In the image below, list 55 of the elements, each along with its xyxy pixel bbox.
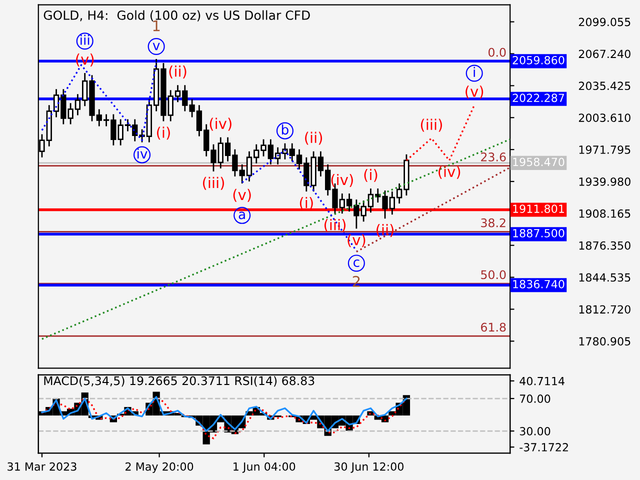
annotation: (ii): [305, 132, 322, 145]
x-tick-label: 30 Jun 12:00: [334, 462, 404, 473]
line-series: [41, 396, 408, 432]
annotation: v: [152, 42, 160, 50]
y-tick-label: 2099.055: [578, 18, 630, 26]
annotation: (v): [233, 188, 251, 202]
annotation: iv: [138, 148, 148, 158]
annotation: (v): [348, 234, 366, 248]
x-tick-label: 31 Mar 2023: [8, 462, 76, 471]
line-series: [41, 396, 408, 440]
annotation: 38.2: [481, 218, 506, 228]
y-tick-label: -37.1722: [520, 443, 568, 452]
y-tick-label: 1780.905: [579, 337, 630, 346]
annotation: (v): [466, 86, 484, 99]
annotation: c: [354, 259, 360, 268]
y2-tick-label: 70.00: [520, 394, 550, 403]
y2-tick-label: 30.00: [520, 426, 550, 436]
annotation: 1: [153, 20, 160, 32]
x-tick-label: 2 May 20:00: [126, 462, 194, 473]
annotation: b: [282, 124, 288, 135]
y-tick-label: 2003.610: [578, 114, 630, 122]
annotation: (iv): [438, 166, 460, 179]
y-tick-label: 1971.795: [579, 146, 630, 154]
y-tick-label: 2035.425: [578, 82, 630, 90]
annotation: (iv): [210, 118, 232, 131]
chart-title: GOLD, H4: Gold (100 oz) vs US Dollar CFD: [44, 10, 310, 22]
annotation: (iii): [420, 118, 442, 132]
annotation: (i): [364, 168, 378, 182]
ref-line-label: 2059.860: [512, 56, 564, 64]
annotation: 23.6: [481, 152, 506, 162]
annotation: a: [238, 212, 245, 220]
y-tick-label: 1812.720: [579, 305, 630, 314]
annotation: (ii): [169, 66, 186, 79]
annotation: iii: [80, 34, 90, 45]
annotation: 61.8: [481, 322, 506, 332]
annotation: (iii): [202, 176, 224, 190]
ref-line-label: 2022.287: [512, 94, 564, 102]
annotation: (iii): [324, 219, 346, 232]
annotation: i: [474, 66, 475, 77]
y-tick-label: 1844.535: [579, 273, 630, 282]
chart-title: MACD(5,34,5) 19.2665 20.3711 RSI(14) 68.83: [44, 376, 314, 387]
y-tick-label: 1908.165: [579, 209, 630, 218]
ref-line-label: 1911.801: [513, 204, 564, 213]
ref-line-label: 1887.500: [513, 228, 564, 238]
annotation: (i): [157, 126, 170, 140]
y-tick-label: 1876.350: [579, 241, 630, 250]
annotation: (iv): [331, 174, 353, 187]
y-tick-label: 2067.240: [578, 50, 630, 58]
ref-line-label: 1958.470: [513, 158, 564, 166]
y-tick-label: 1939.980: [579, 177, 630, 186]
x-tick-label: 1 Jun 04:00: [234, 462, 296, 473]
annotation: 50.0: [481, 270, 506, 280]
annotation: 0.0: [488, 48, 506, 57]
y-tick-label: 40.7114: [520, 376, 564, 386]
ref-line-label: 1836.740: [513, 280, 564, 288]
